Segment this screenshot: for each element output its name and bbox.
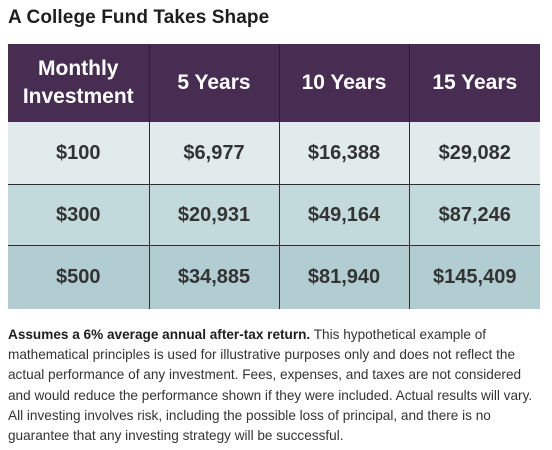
cell-15-years: $87,246	[408, 184, 540, 246]
cell-monthly-investment: $100	[8, 122, 149, 185]
cell-5-years: $20,931	[148, 184, 279, 246]
cell-15-years: $145,409	[408, 245, 540, 309]
header-15-years: 15 Years	[408, 44, 540, 122]
cell-10-years: $49,164	[278, 184, 409, 246]
disclaimer-footnote: Assumes a 6% average annual after-tax re…	[8, 325, 544, 446]
cell-5-years: $6,977	[148, 122, 279, 185]
cell-15-years: $29,082	[408, 122, 540, 185]
footnote-assumption: Assumes a 6% average annual after-tax re…	[8, 327, 311, 342]
table-row: $500 $34,885 $81,940 $145,409	[8, 245, 540, 309]
cell-monthly-investment: $300	[8, 184, 149, 246]
table-row: $100 $6,977 $16,388 $29,082	[8, 122, 540, 185]
header-10-years: 10 Years	[278, 44, 409, 122]
footnote-text: This hypothetical example of mathematica…	[8, 327, 533, 444]
header-monthly-investment: Monthly Investment	[8, 44, 149, 122]
cell-10-years: $81,940	[278, 245, 409, 309]
chart-title: A College Fund Takes Shape	[8, 7, 270, 28]
cell-5-years: $34,885	[148, 245, 279, 309]
header-line: Monthly	[38, 57, 119, 80]
header-row: Monthly Investment 5 Years 10 Years 15 Y…	[8, 44, 540, 122]
cell-monthly-investment: $500	[8, 245, 149, 309]
header-line: Investment	[22, 85, 134, 108]
cell-10-years: $16,388	[278, 122, 409, 185]
college-fund-table: Monthly Investment 5 Years 10 Years 15 Y…	[8, 44, 540, 309]
table-row: $300 $20,931 $49,164 $87,246	[8, 184, 540, 246]
header-5-years: 5 Years	[148, 44, 279, 122]
